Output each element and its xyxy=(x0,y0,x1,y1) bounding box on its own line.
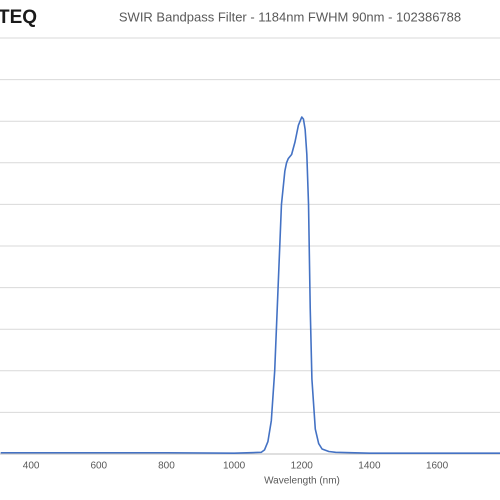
x-tick-label: 1200 xyxy=(291,461,314,472)
x-tick-label: 1400 xyxy=(358,461,381,472)
logo: TEQ xyxy=(0,7,37,28)
x-tick-label: 800 xyxy=(158,461,175,472)
x-tick-label: 1600 xyxy=(426,461,449,472)
x-tick-label: 400 xyxy=(23,461,40,472)
x-tick-label: 1000 xyxy=(223,461,246,472)
series-line xyxy=(0,116,500,454)
x-axis-label: Wavelength (nm) xyxy=(264,476,340,487)
chart-title: SWIR Bandpass Filter - 1184nm FWHM 90nm … xyxy=(119,9,461,24)
x-tick-label: 600 xyxy=(90,461,107,472)
